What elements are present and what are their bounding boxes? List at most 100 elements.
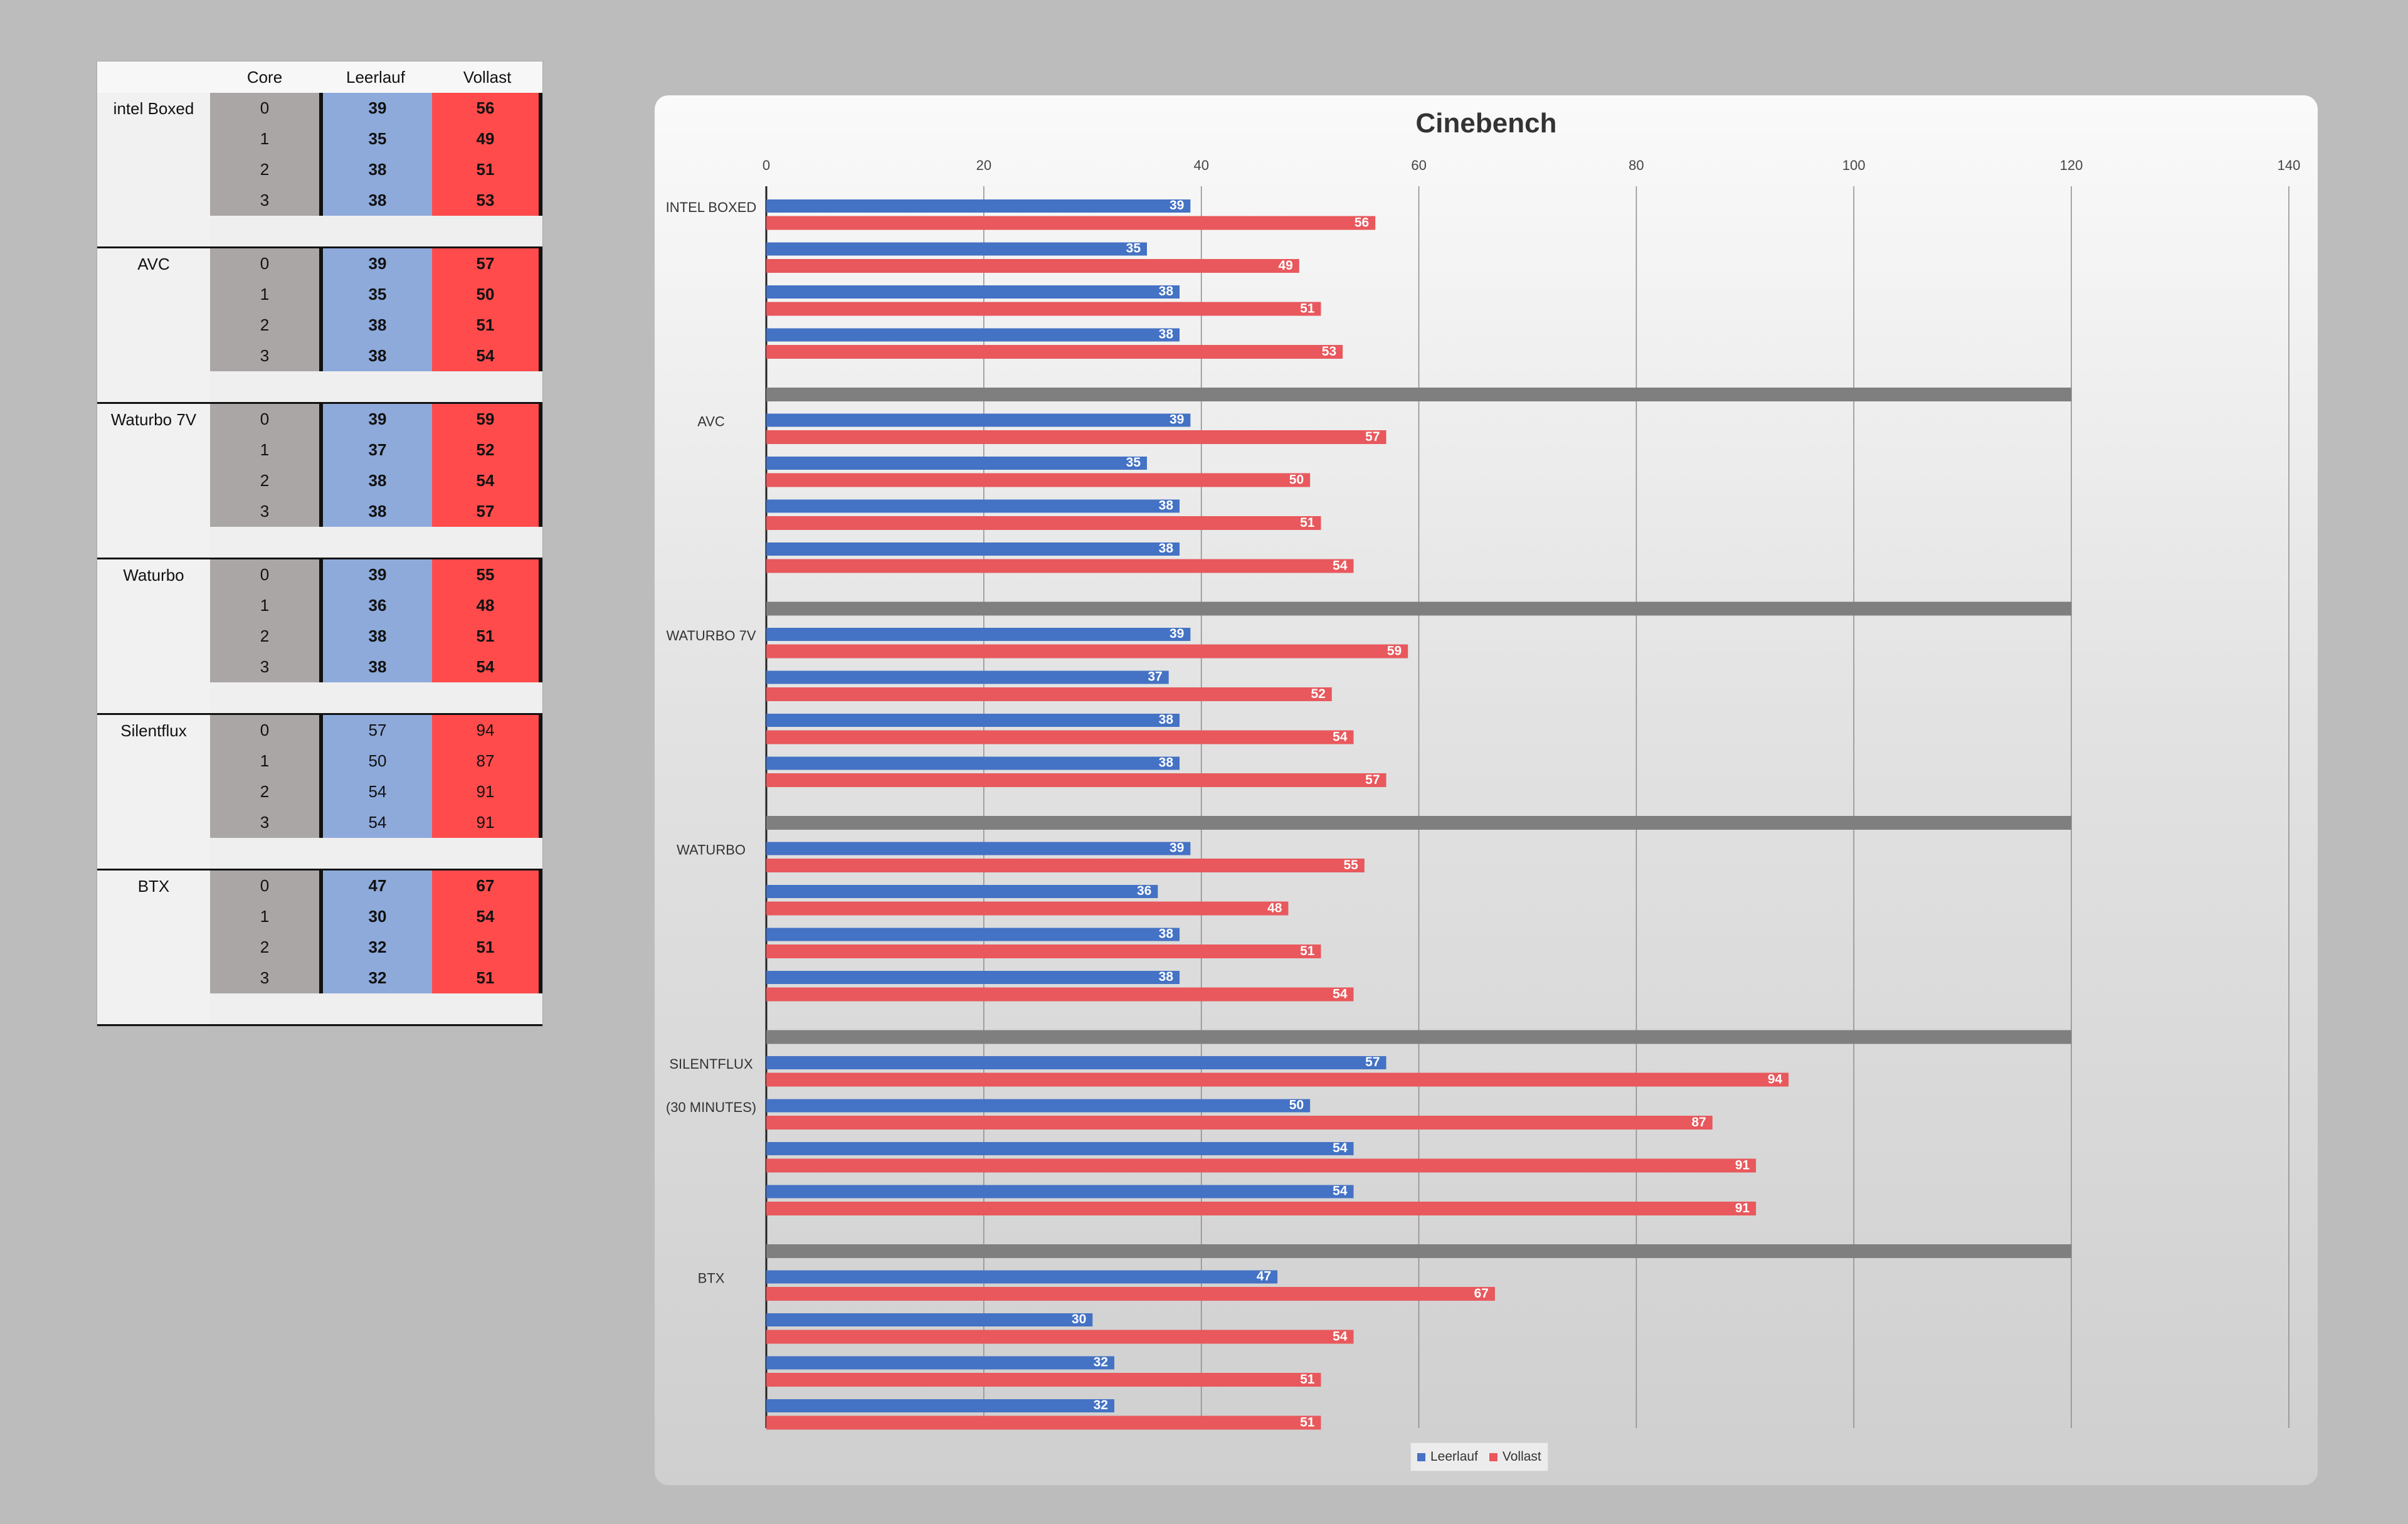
cell-idle: 50 — [319, 746, 432, 776]
table-row: 0 57 94 — [210, 715, 542, 746]
value-label-vollast: 57 — [1365, 773, 1380, 787]
table-row: 3 38 53 — [210, 185, 542, 216]
table-row: 1 36 48 — [210, 590, 542, 621]
table-row: 2 32 51 — [210, 932, 542, 963]
value-label-leerlauf: 38 — [1159, 970, 1174, 984]
cell-core: 1 — [210, 590, 319, 621]
cell-idle: 39 — [319, 404, 432, 435]
table-group: BTX 0 47 67 1 30 54 2 32 51 3 32 51 — [97, 870, 542, 1026]
cell-load: 56 — [432, 93, 542, 124]
value-label-leerlauf: 38 — [1159, 927, 1174, 941]
legend-label-leerlauf: Leerlauf — [1430, 1449, 1478, 1464]
bar-leerlauf — [766, 971, 1180, 984]
cell-load: 51 — [432, 932, 542, 963]
value-label-vollast: 55 — [1343, 858, 1358, 872]
bar-leerlauf — [766, 542, 1180, 556]
bar-vollast — [766, 1373, 1321, 1387]
cell-load: 55 — [432, 559, 542, 590]
cell-idle: 39 — [319, 248, 432, 279]
cell-load: 87 — [432, 746, 542, 776]
cell-load: 59 — [432, 404, 542, 435]
cooler-name: Waturbo — [97, 559, 210, 713]
bar-vollast — [766, 1416, 1321, 1430]
table-row: 1 30 54 — [210, 901, 542, 932]
bar-vollast — [766, 430, 1386, 444]
cell-idle: 35 — [319, 124, 432, 154]
bar-leerlauf — [766, 199, 1191, 213]
category-label: AVC — [697, 414, 725, 430]
legend-swatch-leerlauf — [1417, 1453, 1425, 1461]
cell-core: 0 — [210, 559, 319, 590]
value-label-leerlauf: 38 — [1159, 541, 1174, 556]
cell-load: 57 — [432, 496, 542, 527]
table-row: 0 39 57 — [210, 248, 542, 279]
bar-vollast — [766, 516, 1321, 530]
table-row: 3 32 51 — [210, 963, 542, 993]
value-label-leerlauf: 39 — [1170, 627, 1184, 641]
bar-vollast — [766, 1287, 1495, 1301]
bar-vollast — [766, 1158, 1756, 1173]
chart-title: Cinebench — [1415, 108, 1557, 139]
table-group: Silentflux 0 57 94 1 50 87 2 54 91 3 54 91 — [97, 715, 542, 870]
value-label-leerlauf: 38 — [1159, 712, 1174, 727]
category-label: SILENTFLUX — [669, 1056, 753, 1072]
value-label-leerlauf: 50 — [1289, 1098, 1304, 1113]
cell-core: 2 — [210, 776, 319, 807]
bar-vollast — [766, 730, 1354, 744]
value-label-leerlauf: 38 — [1159, 499, 1174, 513]
category-label: WATURBO — [677, 842, 746, 858]
cell-idle: 30 — [319, 901, 432, 932]
value-label-vollast: 49 — [1278, 258, 1292, 273]
cell-load: 50 — [432, 279, 542, 310]
bar-vollast — [766, 559, 1354, 573]
cell-load: 54 — [432, 465, 542, 496]
bar-leerlauf — [766, 1099, 1311, 1113]
cell-core: 3 — [210, 963, 319, 993]
cell-core: 1 — [210, 279, 319, 310]
value-label-leerlauf: 38 — [1159, 327, 1174, 342]
cooler-name: AVC — [97, 248, 210, 402]
cell-idle: 38 — [319, 341, 432, 371]
table-row: 1 35 50 — [210, 279, 542, 310]
value-label-vollast: 48 — [1267, 901, 1282, 916]
category-label: BTX — [698, 1271, 725, 1286]
cell-core: 2 — [210, 621, 319, 652]
cell-idle: 32 — [319, 932, 432, 963]
bar-vollast — [766, 259, 1299, 273]
value-label-leerlauf: 47 — [1257, 1269, 1271, 1284]
cell-load: 57 — [432, 248, 542, 279]
cell-load: 54 — [432, 652, 542, 682]
bar-vollast — [766, 901, 1289, 916]
value-label-vollast: 57 — [1365, 430, 1380, 444]
value-label-vollast: 91 — [1735, 1158, 1750, 1173]
bar-leerlauf — [766, 1313, 1093, 1326]
temperature-table: Core Leerlauf Vollast intel Boxed 0 39 56 1 3… — [97, 61, 542, 1026]
bar-leerlauf — [766, 714, 1180, 727]
value-label-leerlauf: 32 — [1094, 1355, 1108, 1370]
value-label-vollast: 91 — [1735, 1201, 1750, 1215]
cooler-name: Waturbo 7V — [97, 404, 210, 558]
value-label-leerlauf: 35 — [1126, 241, 1141, 256]
x-tick-label: 20 — [976, 157, 991, 173]
value-label-leerlauf: 39 — [1170, 413, 1184, 427]
cell-idle: 57 — [319, 715, 432, 746]
cell-idle: 36 — [319, 590, 432, 621]
cell-core: 3 — [210, 807, 319, 838]
x-tick-label: 140 — [2278, 157, 2301, 173]
cell-idle: 38 — [319, 185, 432, 216]
bar-vollast — [766, 473, 1311, 487]
value-label-vollast: 53 — [1322, 344, 1336, 359]
cell-core: 1 — [210, 901, 319, 932]
table-group: AVC 0 39 57 1 35 50 2 38 51 3 38 54 — [97, 248, 542, 404]
bar-leerlauf — [766, 457, 1147, 470]
cell-load: 51 — [432, 963, 542, 993]
table-row: 2 38 51 — [210, 310, 542, 341]
bar-leerlauf — [766, 1056, 1386, 1069]
cell-idle: 38 — [319, 310, 432, 341]
table-row: 2 38 54 — [210, 465, 542, 496]
cell-idle: 38 — [319, 652, 432, 682]
value-label-leerlauf: 36 — [1137, 884, 1151, 898]
cell-idle: 39 — [319, 559, 432, 590]
cell-core: 3 — [210, 496, 319, 527]
table-group: Waturbo 7V 0 39 59 1 37 52 2 38 54 3 38 57 — [97, 404, 542, 559]
